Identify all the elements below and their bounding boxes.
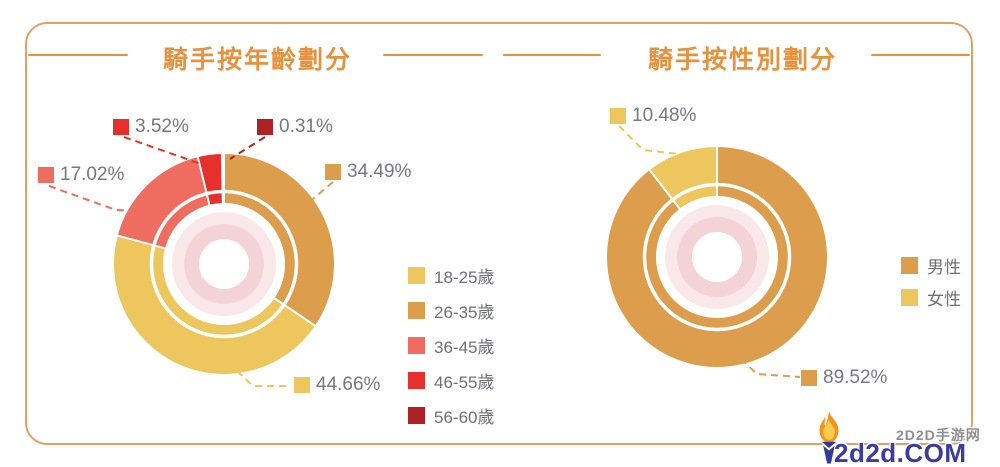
legend-swatch bbox=[408, 406, 425, 424]
age-donut-chart bbox=[113, 153, 334, 375]
legend-item-18-25: 18-25歲 bbox=[408, 266, 494, 287]
legend-item-36-45: 36-45歲 bbox=[408, 336, 494, 357]
callout-value: 10.48% bbox=[632, 105, 697, 126]
callout-value: 34.49% bbox=[347, 161, 412, 182]
legend-swatch bbox=[901, 289, 918, 306]
callout-swatch bbox=[294, 377, 310, 393]
watermark-domain: 2d2d.COM bbox=[834, 438, 967, 467]
gender-chart-title: 騎手按性別劃分 bbox=[647, 46, 837, 74]
callout-value: 0.31% bbox=[279, 116, 333, 137]
legend-swatch bbox=[408, 371, 425, 389]
legend-item-26-35: 26-35歲 bbox=[408, 301, 494, 322]
callout-age-18-25: 44.66% bbox=[294, 374, 380, 396]
frame-border bbox=[25, 22, 973, 445]
watermark-site-name: 2D2D手游网 bbox=[896, 427, 981, 443]
callout-gender-male: 89.52% bbox=[801, 367, 887, 389]
callout-value: 89.52% bbox=[823, 367, 888, 388]
legend-label: 男性 bbox=[927, 258, 961, 277]
legend-swatch bbox=[408, 301, 425, 319]
legend-label: 女性 bbox=[927, 290, 961, 309]
title-decor-line bbox=[871, 54, 970, 56]
callout-age-46-55: 3.52% bbox=[113, 116, 189, 138]
legend-swatch bbox=[408, 336, 425, 354]
callout-swatch bbox=[257, 119, 273, 135]
callout-value: 3.52% bbox=[135, 116, 189, 137]
legend-swatch bbox=[901, 257, 918, 274]
torch-icon bbox=[819, 411, 839, 464]
callout-swatch bbox=[325, 164, 341, 180]
title-decor-line bbox=[28, 54, 128, 56]
legend-swatch bbox=[408, 266, 425, 284]
callout-gender-female: 10.48% bbox=[610, 105, 696, 127]
legend-label: 18-25歲 bbox=[434, 267, 495, 287]
callout-swatch bbox=[113, 119, 129, 135]
legend-item-46-55: 46-55歲 bbox=[408, 371, 494, 392]
age-chart-title: 騎手按年齡劃分 bbox=[162, 46, 352, 74]
callout-age-26-35: 34.49% bbox=[325, 161, 411, 183]
gender-legend: 男性 女性 bbox=[901, 257, 961, 321]
watermark[interactable]: 2D2D手游网 2d2d.COM bbox=[808, 406, 996, 467]
callout-swatch bbox=[801, 370, 817, 386]
age-legend: 18-25歲 26-35歲 36-45歲 46-55歲 56-60歲 bbox=[408, 266, 494, 441]
legend-item-56-60: 56-60歲 bbox=[408, 406, 494, 427]
callout-swatch bbox=[38, 167, 54, 183]
callout-age-36-45: 17.02% bbox=[38, 164, 124, 186]
callout-value: 17.02% bbox=[60, 164, 125, 185]
legend-label: 46-55歲 bbox=[434, 372, 495, 392]
legend-item-female: 女性 bbox=[901, 289, 961, 309]
callout-value: 44.66% bbox=[316, 374, 381, 395]
callout-age-56-60: 0.31% bbox=[257, 116, 333, 138]
callout-swatch bbox=[610, 108, 626, 124]
legend-label: 36-45歲 bbox=[434, 337, 495, 357]
legend-label: 26-35歲 bbox=[434, 302, 495, 322]
legend-item-male: 男性 bbox=[901, 257, 961, 277]
title-decor-line bbox=[503, 54, 601, 56]
gender-donut-chart bbox=[607, 146, 827, 367]
legend-label: 56-60歲 bbox=[434, 407, 495, 427]
title-decor-line bbox=[383, 54, 483, 56]
